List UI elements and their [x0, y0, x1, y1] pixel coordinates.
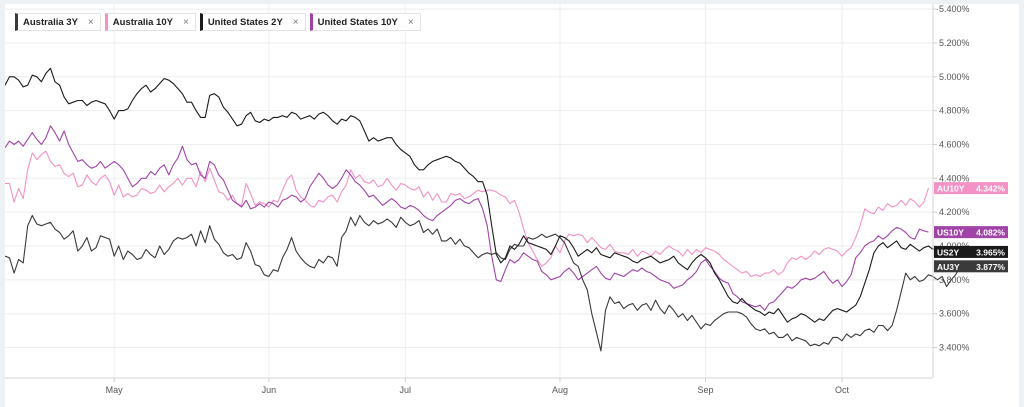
- value-tag-bg-au10y: [934, 182, 1008, 195]
- series-line-us2y: [5, 67, 943, 323]
- close-icon[interactable]: ×: [292, 16, 299, 28]
- y-tick-label: 4.400%: [939, 173, 970, 183]
- close-icon[interactable]: ×: [407, 16, 414, 28]
- legend-label: Australia 3Y: [23, 16, 78, 28]
- y-tick-label: 3.400%: [939, 343, 970, 353]
- value-tag-bg-us2y: [934, 245, 1008, 258]
- value-tag-value-au10y: 4.342%: [976, 184, 1005, 194]
- grid-lines: [5, 4, 933, 378]
- legend-chip-australia-10y[interactable]: Australia 10Y ×: [104, 13, 196, 31]
- value-tag-name-us2y: US2Y: [937, 247, 960, 257]
- close-icon[interactable]: ×: [182, 16, 189, 28]
- y-tick-label: 3.600%: [939, 309, 970, 319]
- x-tick-label: May: [106, 385, 124, 395]
- y-tick-label: 5.400%: [939, 4, 970, 14]
- chart-panel: 5.400% 5.200% 5.000% 4.800% 4.600% 4.400% 4.20…: [5, 4, 1019, 407]
- y-tick-label: 5.000%: [939, 72, 970, 82]
- series-line-us10y: [5, 125, 929, 311]
- legend-label: United States 2Y: [207, 16, 283, 28]
- y-tick-label: 4.600%: [939, 139, 970, 149]
- chart-options-dot[interactable]: ·: [936, 5, 939, 14]
- legend-label: United States 10Y: [317, 16, 398, 28]
- last-value-tags: AU10Y 4.342% US10Y 4.082% US2Y 3.965% AU3Y 3.87…: [934, 182, 1008, 273]
- series-line-au10y: [5, 150, 930, 278]
- legend-chip-united-states-10y[interactable]: United States 10Y ×: [309, 13, 421, 31]
- legend: Australia 3Y × Australia 10Y × United St…: [15, 13, 421, 31]
- x-tick-label: Oct: [835, 385, 850, 395]
- series-lines: [5, 67, 961, 352]
- value-tag-name-us10y: US10Y: [937, 228, 964, 238]
- value-tag-bg-us10y: [934, 226, 1008, 239]
- x-tick-label: Sep: [698, 385, 714, 395]
- series-line-au3y: [5, 214, 961, 352]
- x-tick-label: Jul: [400, 385, 412, 395]
- value-tag-name-au3y: AU3Y: [937, 262, 960, 272]
- value-tag-value-au3y: 3.877%: [976, 262, 1005, 272]
- legend-label: Australia 10Y: [112, 16, 173, 28]
- x-tick-label: Jun: [262, 385, 277, 395]
- legend-chip-united-states-2y[interactable]: United States 2Y ×: [199, 13, 306, 31]
- value-tag-name-au10y: AU10Y: [937, 184, 965, 194]
- yield-line-chart: 5.400% 5.200% 5.000% 4.800% 4.600% 4.400% 4.20…: [5, 4, 1008, 395]
- x-tick-label: Aug: [552, 385, 568, 395]
- y-tick-label: 4.800%: [939, 106, 970, 116]
- close-icon[interactable]: ×: [87, 16, 94, 28]
- y-tick-label: 5.200%: [939, 38, 970, 48]
- value-tag-value-us2y: 3.965%: [976, 247, 1005, 257]
- y-tick-label: 3.800%: [939, 275, 970, 285]
- y-tick-label: 4.200%: [939, 207, 970, 217]
- y-axis: 5.400% 5.200% 5.000% 4.800% 4.600% 4.400% 4.20…: [932, 4, 970, 378]
- x-axis: May Jun Jul Aug Sep Oct: [5, 377, 933, 395]
- legend-chip-australia-3y[interactable]: Australia 3Y ×: [15, 13, 101, 31]
- value-tag-bg-au3y: [934, 260, 1008, 273]
- value-tag-value-us10y: 4.082%: [976, 228, 1005, 238]
